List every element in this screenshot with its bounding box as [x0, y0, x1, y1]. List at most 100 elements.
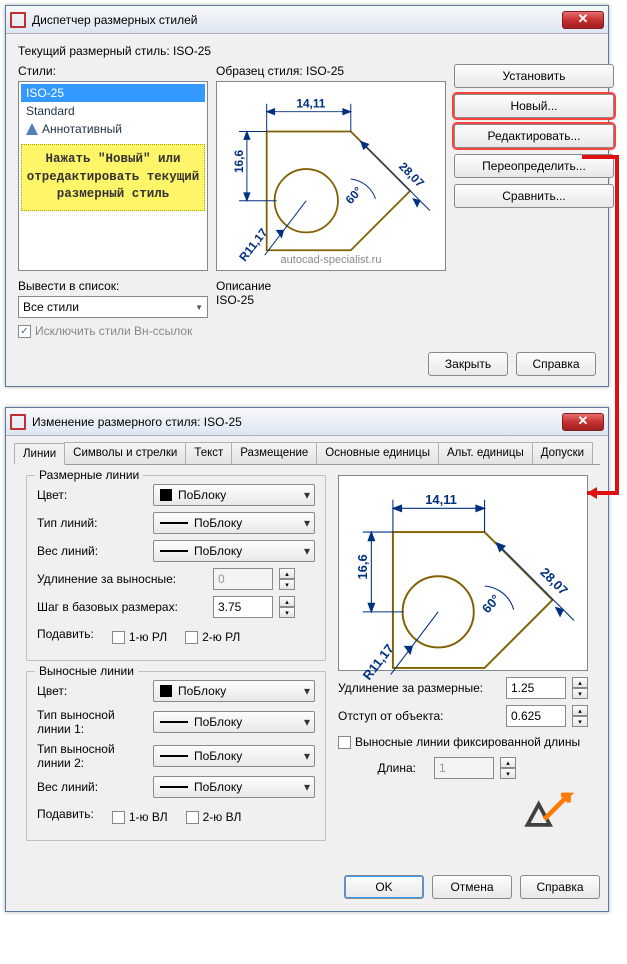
suppress-dl2-label: 2-ю РЛ [202, 630, 240, 644]
spacing-value: 3.75 [218, 600, 241, 614]
length-spinner: ▴▾ [500, 757, 516, 779]
current-style-label: Текущий размерный стиль: ISO-25 [18, 44, 596, 58]
fixed-length-checkbox[interactable] [338, 736, 351, 749]
tab-bar: Линии Символы и стрелки Текст Размещение… [14, 442, 600, 465]
suppress-dl1-checkbox[interactable] [112, 631, 125, 644]
offset-input[interactable]: 0.625 [506, 705, 566, 727]
tab-lines[interactable]: Линии [14, 443, 65, 465]
offset-label: Отступ от объекта: [338, 709, 500, 723]
ext-spinner[interactable]: ▴▾ [279, 568, 295, 590]
style-item-iso[interactable]: ISO-25 [21, 84, 205, 102]
spacing-input[interactable]: 3.75 [213, 596, 273, 618]
suppress-dl2-checkbox[interactable] [185, 631, 198, 644]
ext-color-dropdown[interactable]: ПоБлоку [153, 680, 315, 702]
extlines-fieldset: Выносные линии Цвет:ПоБлоку Тип выносной… [26, 671, 326, 841]
suppress-el1[interactable]: 1-ю ВЛ [112, 810, 168, 824]
style-preview: 14,11 16,6 R11,17 60° 28,07 autocad-spec… [216, 81, 446, 271]
help-button[interactable]: Справка [516, 352, 596, 376]
close-icon[interactable]: ✕ [562, 11, 604, 29]
suppress-dl1-label: 1-ю РЛ [129, 630, 167, 644]
cancel-button[interactable]: Отмена [432, 875, 512, 899]
style-item-annotative[interactable]: Аннотативный [21, 120, 205, 138]
close-icon-2[interactable]: ✕ [562, 413, 604, 431]
app-icon-2 [10, 414, 26, 430]
ok-button[interactable]: OK [344, 875, 424, 899]
compare-button[interactable]: Сравнить... [454, 184, 614, 208]
exclude-xref-checkbox[interactable] [18, 325, 31, 338]
ext-lt2-value: ПоБлоку [194, 749, 242, 763]
spacing-spinner[interactable]: ▴▾ [279, 596, 295, 618]
suppress-el2-checkbox[interactable] [186, 811, 199, 824]
lw-dropdown[interactable]: ПоБлоку [153, 540, 315, 562]
ext-lw-value: ПоБлоку [194, 780, 242, 794]
line-sample-icon [160, 522, 188, 524]
close-button[interactable]: Закрыть [428, 352, 508, 376]
help-button-2[interactable]: Справка [520, 875, 600, 899]
titlebar-2[interactable]: Изменение размерного стиля: ISO-25 ✕ [6, 408, 608, 436]
ext-lw-dropdown[interactable]: ПоБлоку [153, 776, 315, 798]
tab-text[interactable]: Текст [185, 442, 232, 464]
extbeyond-label: Удлинение за размерные: [338, 681, 500, 695]
line-sample-icon [160, 786, 188, 788]
extbeyond-input[interactable]: 1.25 [506, 677, 566, 699]
tab-tol[interactable]: Допуски [532, 442, 593, 464]
suppress-el1-label: 1-ю ВЛ [129, 810, 168, 824]
dim-a: 60° [343, 184, 366, 207]
suppress-el1-checkbox[interactable] [112, 811, 125, 824]
fixed-length-label: Выносные линии фиксированной длины [355, 735, 580, 749]
sample-label: Образец стиля: ISO-25 [216, 64, 446, 78]
ext-suppress-label: Подавить: [37, 807, 94, 821]
titlebar[interactable]: Диспетчер размерных стилей ✕ [6, 6, 608, 34]
window-title: Диспетчер размерных стилей [32, 13, 562, 27]
color-swatch [160, 685, 172, 697]
ext-lt2-dropdown[interactable]: ПоБлоку [153, 745, 315, 767]
svg-text:14,11: 14,11 [425, 492, 457, 507]
spacing-label: Шаг в базовых размерах: [37, 600, 207, 614]
styles-listbox[interactable]: ISO-25 Standard Аннотативный Нажать "Нов… [18, 81, 208, 271]
extbeyond-value: 1.25 [511, 681, 534, 695]
window-title-2: Изменение размерного стиля: ISO-25 [32, 415, 562, 429]
dimlines-fieldset: Размерные линии Цвет:ПоБлоку Тип линий:П… [26, 475, 326, 661]
tab-fit[interactable]: Размещение [231, 442, 317, 464]
dim-style-manager-window: Диспетчер размерных стилей ✕ Текущий раз… [5, 5, 609, 387]
override-button[interactable]: Переопределить... [454, 154, 614, 178]
color-label: Цвет: [37, 488, 147, 502]
tab-primary[interactable]: Основные единицы [316, 442, 439, 464]
hint-note: Нажать "Новый" или отредактировать текущ… [21, 144, 205, 211]
style-item-standard[interactable]: Standard [21, 102, 205, 120]
ext-lt1-dropdown[interactable]: ПоБлоку [153, 711, 315, 733]
modify-button[interactable]: Редактировать... [454, 124, 614, 148]
offset-spinner[interactable]: ▴▾ [572, 705, 588, 727]
ext-lt1-label: Тип выносной линии 1: [37, 708, 147, 736]
extbeyond-spinner[interactable]: ▴▾ [572, 677, 588, 699]
tab-alt[interactable]: Альт. единицы [438, 442, 533, 464]
filter-combo[interactable]: Все стили [18, 296, 208, 318]
new-button[interactable]: Новый... [454, 94, 614, 118]
ext-color-value: ПоБлоку [178, 684, 226, 698]
exclude-xref-row[interactable]: Исключить стили Вн-ссылок [18, 324, 208, 338]
length-input: 1 [434, 757, 494, 779]
ext-input[interactable]: 0 [213, 568, 273, 590]
suppress-dl2[interactable]: 2-ю РЛ [185, 630, 240, 644]
set-current-button[interactable]: Установить [454, 64, 614, 88]
ext-lt1-value: ПоБлоку [194, 715, 242, 729]
tab-symbols[interactable]: Символы и стрелки [64, 442, 186, 464]
offset-value: 0.625 [511, 709, 541, 723]
dimlines-legend: Размерные линии [35, 468, 143, 482]
svg-text:16,6: 16,6 [355, 554, 370, 579]
length-value: 1 [439, 761, 446, 775]
lw-value: ПоБлоку [194, 544, 242, 558]
suppress-el2[interactable]: 2-ю ВЛ [186, 810, 242, 824]
line-sample-icon [160, 755, 188, 757]
suppress-label: Подавить: [37, 627, 94, 641]
dim-v: 16,6 [232, 150, 246, 173]
ltype-label: Тип линий: [37, 516, 147, 530]
color-value: ПоБлоку [178, 488, 226, 502]
lw-label: Вес линий: [37, 544, 147, 558]
fixed-length-row[interactable]: Выносные линии фиксированной длины [338, 735, 588, 749]
color-dropdown[interactable]: ПоБлоку [153, 484, 315, 506]
ltype-dropdown[interactable]: ПоБлоку [153, 512, 315, 534]
length-label: Длина: [338, 761, 428, 775]
dim-d: 28,07 [396, 159, 427, 190]
suppress-dl1[interactable]: 1-ю РЛ [112, 630, 167, 644]
